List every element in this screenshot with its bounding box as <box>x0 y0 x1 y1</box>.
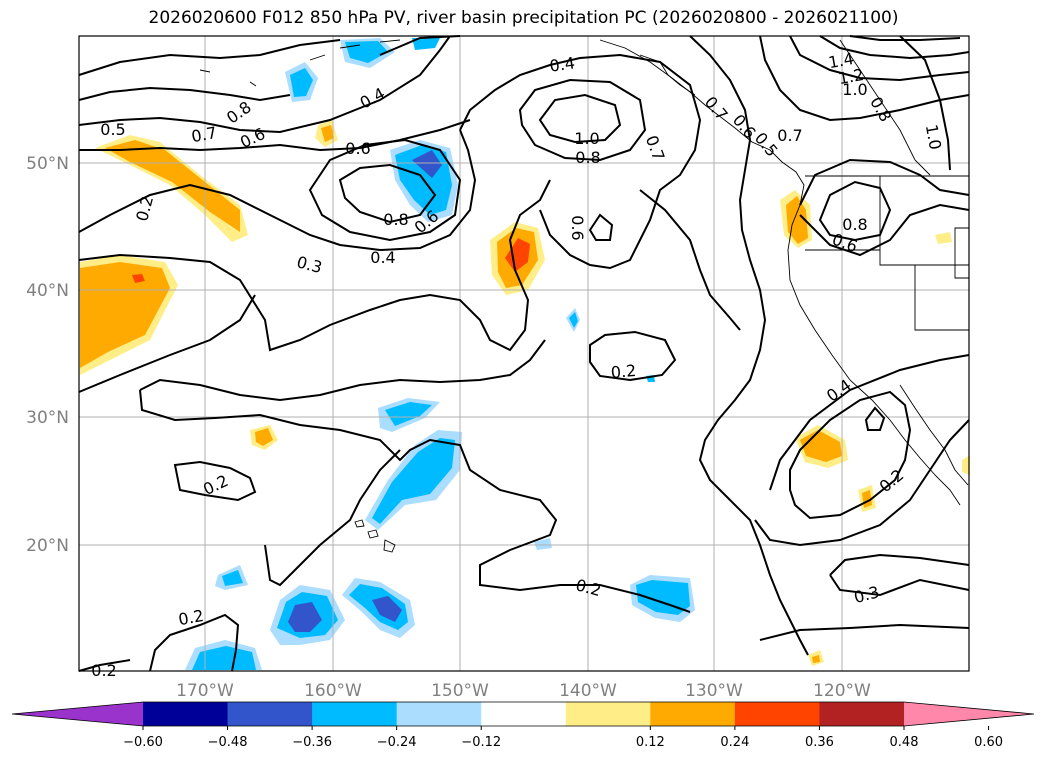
contour-label: 0.5 <box>100 120 125 139</box>
lon-label: 170°W <box>176 681 234 701</box>
contour-label: 0.8 <box>383 210 408 229</box>
contour-label: 0.6 <box>568 215 587 240</box>
colorbar-tick-label: 0.24 <box>720 735 749 750</box>
contour-labels: 0.5 0.7 0.8 0.6 0.4 0.2 1.0 0.6 0.8 0.6 … <box>91 49 945 680</box>
contour-label: 0.3 <box>852 582 882 607</box>
colorbar-tick-label: −0.36 <box>292 735 332 750</box>
colorbar-bin <box>143 702 229 726</box>
colorbar-bin <box>734 702 820 726</box>
contour-label: 0.6 <box>345 139 370 158</box>
lon-label: 140°W <box>559 681 617 701</box>
precip-shading <box>80 38 970 670</box>
lat-label: 30°N <box>26 408 69 428</box>
colorbar-tick-label: 0.60 <box>974 735 1003 750</box>
contour-label: 0.8 <box>575 148 600 167</box>
colorbar-bin <box>227 702 313 726</box>
contour-label: 0.8 <box>223 97 255 127</box>
colorbar-bin <box>819 702 905 726</box>
colorbar-bin <box>312 702 398 726</box>
contour-label: 0.2 <box>574 575 604 600</box>
lat-label: 20°N <box>26 536 69 556</box>
colorbar-tick-label: −0.60 <box>123 735 163 750</box>
contour-label: 1.4 <box>827 49 855 72</box>
lat-label: 40°N <box>26 281 69 301</box>
colorbar-extend-low <box>12 702 143 726</box>
lon-label: 120°W <box>813 681 871 701</box>
map-frame <box>78 35 970 672</box>
contour-label: 0.7 <box>190 123 218 146</box>
longitude-labels: 170°W 160°W 150°W 140°W 130°W 120°W <box>176 681 871 701</box>
latitude-labels: 50°N 40°N 30°N 20°N <box>26 154 69 556</box>
contour-label: 1.0 <box>574 129 599 148</box>
colorbar-tick-label: −0.48 <box>208 735 248 750</box>
contour-label: 0.4 <box>370 248 395 267</box>
coastlines <box>199 39 970 553</box>
contour-label: 1.0 <box>842 80 867 99</box>
contour-label: 0.2 <box>610 361 637 382</box>
pv-contours <box>78 35 970 672</box>
colorbar-bin <box>650 702 736 726</box>
colorbar-tick-label: 0.48 <box>890 735 919 750</box>
contour-label: 0.8 <box>866 93 895 125</box>
contour-label: 0.8 <box>842 215 867 234</box>
contour-label: 0.7 <box>777 126 802 145</box>
contour-label: 0.7 <box>642 133 669 163</box>
contour-label: 0.4 <box>548 53 576 75</box>
colorbar: −0.60 −0.48 −0.36 −0.24 −0.12 0.12 0.24 0.36 0.4… <box>11 701 1035 750</box>
lat-label: 50°N <box>26 154 69 174</box>
contour-label: 0.2 <box>132 194 157 224</box>
colorbar-bin <box>396 702 482 726</box>
contour-label: 1.0 <box>922 123 945 151</box>
colorbar-tick-label: −0.24 <box>377 735 417 750</box>
contour-label: 0.3 <box>295 252 325 277</box>
contour-label: 0.7 <box>701 93 732 125</box>
lon-label: 160°W <box>304 681 362 701</box>
colorbar-tick-label: 0.36 <box>805 735 834 750</box>
colorbar-extend-high <box>904 702 1034 726</box>
contour-label: 0.2 <box>177 606 205 629</box>
lon-label: 150°W <box>431 681 489 701</box>
contour-label: 1.2 <box>837 65 865 88</box>
colorbar-tick-label: 0.12 <box>636 735 665 750</box>
map-title: 2026020600 F012 850 hPa PV, river basin … <box>148 8 899 28</box>
colorbar-bin <box>565 702 651 726</box>
lon-label: 130°W <box>685 681 743 701</box>
colorbar-tick-label: −0.12 <box>461 735 501 750</box>
colorbar-bin <box>481 702 567 726</box>
